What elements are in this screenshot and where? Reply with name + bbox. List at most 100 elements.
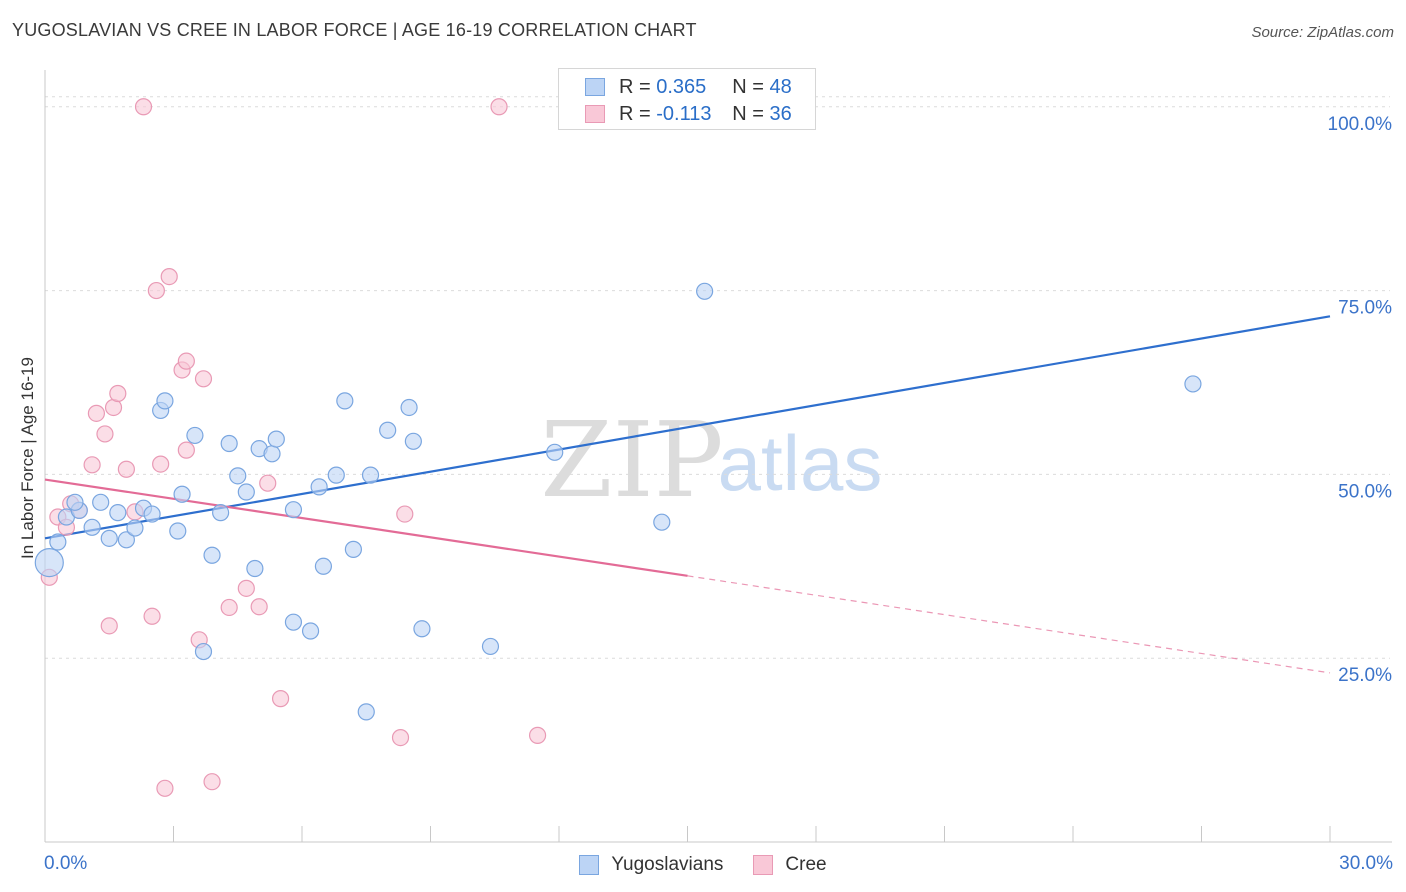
legend-item-yugoslavians[interactable]: Yugoslavians (579, 852, 723, 878)
tick-labels: 25.0% 50.0% 75.0% 100.0% 0.0% 30.0% (44, 114, 1393, 874)
yugoslavian-point (404, 432, 422, 450)
y-tick-label: 100.0% (1328, 114, 1393, 135)
x-tick-label-min: 0.0% (44, 853, 87, 874)
yugoslavian-point (481, 637, 500, 656)
cree-point (147, 281, 165, 300)
legend-item-cree[interactable]: Cree (753, 852, 827, 878)
yugoslavian-point (186, 426, 204, 445)
cree-point (100, 617, 118, 635)
cree-point (177, 441, 195, 459)
cree-point (87, 404, 106, 422)
stats-legend: R = 0.365 N = 48 R = -0.113 N = 36 (558, 68, 816, 130)
yugoslavian-point (49, 533, 67, 551)
y-tick-label: 75.0% (1338, 298, 1392, 319)
cree-point (259, 474, 277, 492)
y-tick-label: 25.0% (1338, 665, 1392, 686)
yugoslavian-point (173, 485, 191, 503)
yugoslavian-point (653, 513, 671, 531)
yugoslavian-point (156, 392, 174, 410)
yugoslavian-point (194, 642, 213, 661)
yugoslavian-point (284, 613, 303, 631)
yugoslavians-swatch (585, 78, 605, 96)
yugoslavian-point (327, 466, 345, 484)
yugoslavian-point (212, 504, 230, 522)
cree-point (109, 384, 127, 403)
yugoslavians-trend-line (44, 315, 1331, 540)
cree-point (177, 352, 195, 370)
yugoslavian-point (83, 518, 101, 536)
yugoslavian-point (336, 392, 354, 410)
cree-trend-line (44, 478, 688, 577)
yugoslavian-point (203, 546, 221, 564)
yugoslavian-point (361, 466, 380, 484)
x-tick-label-max: 30.0% (1339, 853, 1393, 874)
trend-lines (44, 315, 1331, 674)
n-label: N = (732, 102, 764, 125)
yugoslavian-point (109, 504, 127, 522)
data-points (34, 98, 1202, 797)
yugoslavian-point (169, 522, 187, 540)
yugoslavian-point (229, 467, 247, 485)
yugoslavian-point (66, 493, 84, 511)
yugoslavian-point (379, 421, 397, 439)
yugoslavian-point (246, 559, 264, 578)
cree-point (194, 370, 213, 388)
y-axis-label: In Labor Force | Age 16-19 (18, 357, 37, 559)
source-label: Source: ZipAtlas.com (1251, 24, 1394, 41)
yugoslavian-point (34, 548, 64, 578)
cree-point (203, 773, 221, 791)
yugoslavian-point (284, 501, 303, 519)
yugoslavian-point (126, 519, 144, 537)
yugoslavian-point (344, 540, 362, 558)
cree-point (490, 98, 508, 116)
series-legend: Yugoslavians Cree (0, 852, 1406, 878)
chart-title: YUGOSLAVIAN VS CREE IN LABOR FORCE | AGE… (12, 20, 697, 40)
cree-point (96, 425, 114, 443)
yugoslavians-legend-swatch (579, 855, 600, 875)
yugoslavian-point (143, 505, 161, 523)
cree-point (391, 728, 410, 747)
yugoslavians-r-value: 0.365 (656, 75, 707, 98)
yugoslavian-point (237, 483, 255, 501)
cree-point (134, 98, 153, 116)
cree-point (271, 690, 290, 708)
cree-point (396, 505, 414, 523)
cree-point (237, 579, 255, 597)
yugoslavian-point (357, 703, 375, 721)
cree-point (220, 598, 238, 617)
cree-point (152, 455, 170, 473)
r-label: R = (619, 75, 651, 98)
cree-legend-swatch (753, 855, 774, 875)
watermark-atlas: atlas (718, 419, 883, 507)
watermark: ZIP atlas (540, 399, 882, 521)
yugoslavian-point (301, 622, 320, 640)
yugoslavian-point (92, 493, 110, 511)
cree-n-value: 36 (769, 102, 792, 125)
y-tick-label: 50.0% (1338, 481, 1392, 502)
cree-swatch (585, 105, 605, 123)
yugoslavian-point (413, 620, 431, 638)
yugoslavian-point (314, 557, 333, 575)
cree-point (528, 726, 547, 744)
yugoslavian-point (1184, 375, 1202, 393)
yugoslavian-point (100, 529, 118, 547)
cree-point (156, 779, 174, 797)
yugoslavians-n-value: 48 (769, 75, 792, 98)
yugoslavian-point (696, 282, 714, 300)
cree-point (160, 268, 178, 286)
yugoslavian-point (263, 445, 281, 463)
legend-label-yugoslavians: Yugoslavians (611, 854, 724, 875)
cree-point (250, 598, 268, 616)
n-label: N = (732, 75, 764, 98)
yugoslavian-point (310, 478, 328, 496)
cree-point (83, 456, 101, 474)
r-label: R = (619, 102, 651, 125)
stats-row-yugoslavians: R = 0.365 N = 48 (585, 75, 792, 99)
cree-point (143, 607, 161, 625)
legend-label-cree: Cree (785, 854, 827, 875)
yugoslavian-point (546, 443, 564, 461)
cree-trend-extension (687, 575, 1331, 674)
axes (44, 70, 1392, 843)
stats-row-cree: R = -0.113 N = 36 (585, 102, 792, 126)
